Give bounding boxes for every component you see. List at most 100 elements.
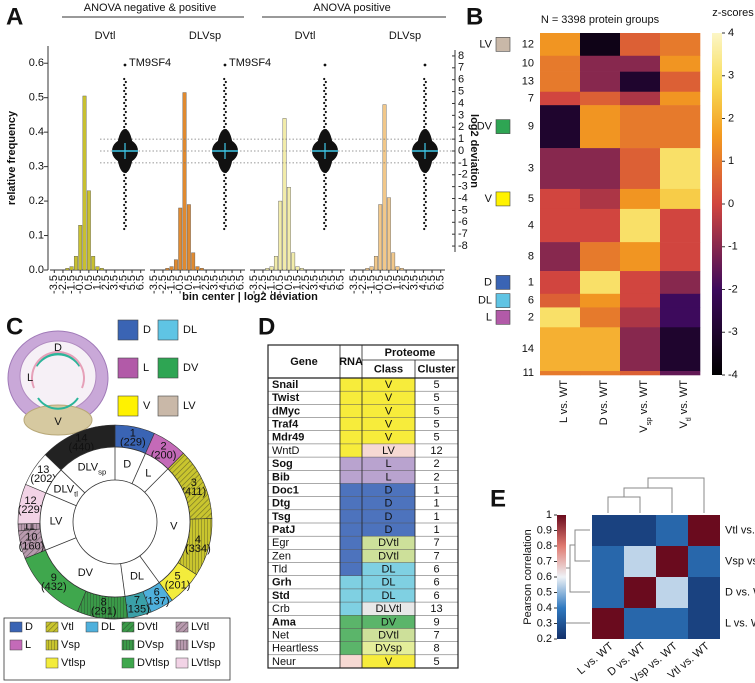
- legend-label: LVtlsp: [191, 657, 221, 669]
- y-tick-label: 0.2: [29, 195, 44, 207]
- bar: [69, 266, 74, 271]
- swarm-dot: [124, 182, 127, 186]
- class-label: D: [484, 276, 492, 288]
- cluster-cell: 5: [433, 392, 439, 404]
- heatmap-cell: [620, 148, 661, 190]
- bar: [95, 266, 100, 271]
- inner-label-part: V: [170, 520, 178, 532]
- x-tick-label: -0.5: [174, 275, 186, 294]
- swarm-dot: [323, 191, 326, 195]
- y2-tick-label: 0: [458, 145, 464, 157]
- gene-cell: Zen: [272, 550, 291, 562]
- x-tick-label: 0.5: [383, 275, 395, 290]
- legend-label: Vsp: [61, 639, 80, 651]
- class-text: DVsp: [375, 643, 402, 655]
- swarm-dot: [423, 179, 426, 183]
- heatmap-cell: [540, 271, 581, 295]
- swarm-dot: [224, 80, 227, 84]
- cluster-cell: 1: [433, 511, 439, 523]
- embryo-label: L: [27, 372, 33, 384]
- swarm-dot: [324, 92, 327, 96]
- x-tick-label: -1.5: [165, 275, 177, 294]
- pie-label: 6: [154, 587, 160, 599]
- swarm-dot: [223, 125, 226, 129]
- rna-cell: [340, 417, 362, 431]
- header-cell: Cluster: [418, 363, 457, 375]
- swarm-dot: [324, 122, 327, 126]
- heatmap-cell: [540, 55, 581, 72]
- swarm-dot: [223, 191, 226, 195]
- pie-label: 13: [37, 464, 49, 476]
- heatmap-cell: [688, 546, 720, 577]
- legend-label: D: [25, 621, 33, 633]
- colorbar-tick-label: 3: [728, 70, 734, 82]
- swarm-dot: [123, 173, 126, 177]
- header-cell: Class: [374, 363, 403, 375]
- x-tick-label: 3.5: [409, 275, 421, 290]
- swarm: [412, 63, 438, 231]
- rna-cell: [340, 509, 362, 523]
- row-label: Vsp vs. WT: [725, 555, 755, 567]
- pie-label: 9: [51, 572, 57, 584]
- class-text: V: [385, 405, 393, 417]
- legend-label: Vtlsp: [61, 657, 85, 669]
- swarm-dot: [123, 215, 126, 219]
- legend-swatch: [117, 319, 139, 341]
- legend-label: L: [25, 639, 31, 651]
- pie-label: 8: [101, 597, 107, 609]
- swarm-dot: [424, 194, 427, 198]
- cluster-cell: 1: [433, 498, 439, 510]
- heatmap-cell: [540, 71, 581, 93]
- inner-divider: [60, 469, 86, 494]
- cluster-label: 10: [522, 58, 534, 70]
- x-tick-label: -1.5: [365, 275, 377, 294]
- colorbar-tick-label: 2: [728, 112, 734, 124]
- inner-label-part: tl: [74, 489, 78, 498]
- swarm-dot: [223, 215, 226, 219]
- inner-divider: [45, 537, 77, 551]
- class-swatch: [495, 191, 511, 207]
- heatmap-cell: [580, 208, 621, 243]
- legend-label: V: [143, 400, 151, 412]
- bar: [391, 252, 396, 271]
- heatmap-cell: [624, 546, 656, 577]
- pie-label: 11: [23, 521, 34, 533]
- colorbar-tick-label: 0.2: [537, 633, 552, 645]
- class-cell: [362, 378, 415, 392]
- y2-tick-label: -1: [458, 157, 468, 169]
- legend-swatch: [157, 319, 179, 341]
- center-disc: [72, 479, 158, 565]
- colorbar-tick-label: 0.9: [537, 524, 552, 536]
- pie-value-label: (202): [30, 473, 56, 485]
- swarm-dot: [123, 185, 126, 189]
- heatmap-cell: [580, 148, 621, 190]
- heatmap-cell: [620, 293, 661, 308]
- column-label: L vs. WT: [558, 380, 570, 423]
- swarm-dot: [123, 179, 126, 183]
- class-cell: [362, 615, 415, 629]
- legend-label: LVsp: [191, 639, 215, 651]
- pie-value-label: (200): [151, 449, 177, 461]
- x-tick-label: -0.5: [74, 275, 86, 294]
- gene-cell: Tld: [272, 564, 287, 576]
- class-text: D: [385, 484, 393, 496]
- class-text: DL: [381, 577, 395, 589]
- bar: [291, 252, 296, 271]
- class-cell: [362, 430, 415, 444]
- swarm-dot: [224, 176, 227, 180]
- heatmap-cell: [580, 188, 621, 210]
- x-tick-label: 0.5: [83, 275, 95, 290]
- heatmap-cell: [656, 608, 688, 639]
- swarm-dot: [423, 83, 426, 87]
- rna-cell: [340, 641, 362, 655]
- pie-value-label: (432): [41, 581, 67, 593]
- swarm-dot: [423, 77, 426, 81]
- swarm-dot: [223, 209, 226, 213]
- y-tick-label: 0.6: [29, 57, 44, 69]
- y2-axis-label: log2 deviation: [468, 114, 480, 188]
- swarm-dot: [423, 125, 426, 129]
- cluster-label: 12: [522, 38, 534, 50]
- class-text: V: [385, 379, 393, 391]
- dendrogram-top: [607, 477, 705, 513]
- heatmap-cell: [592, 515, 624, 546]
